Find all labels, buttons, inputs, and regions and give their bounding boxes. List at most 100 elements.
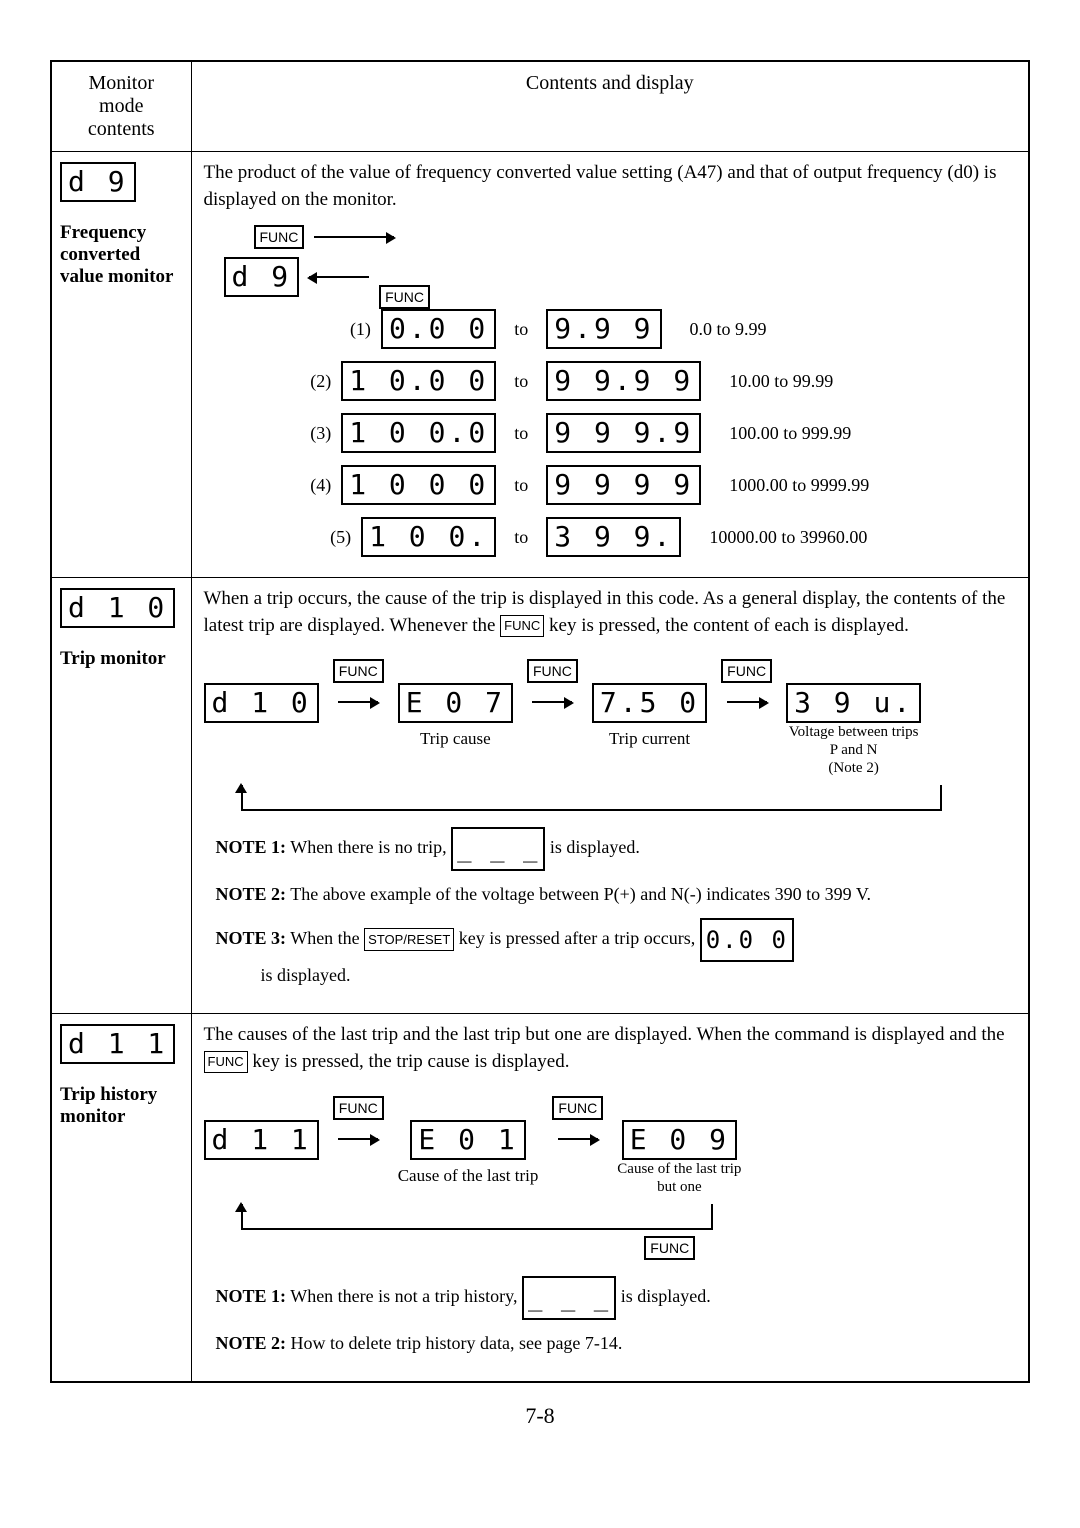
flow-caption: Cause of the last trip [398,1166,539,1186]
range-to-display: 9.9 9 [546,309,661,349]
flow-cell: 3 9 u.Voltage between tripsP and N(Note … [786,659,921,777]
freq-intro: The product of the value of frequency co… [204,160,1017,213]
header-left: Monitor mode contents [51,61,191,152]
range-from-display: 1 0 0. [361,517,496,557]
flow-display: E 0 9 [622,1120,737,1160]
to-label: to [514,319,528,340]
note1-a: When there is no trip, [290,838,446,858]
flow-display: d 1 0 [204,683,319,723]
range-text: 10000.00 to 39960.00 [709,527,889,548]
flow-cell: d 1 0 [204,659,319,743]
func-key: FUNC [254,225,305,249]
freq-range-row: (3)1 0 0.0to9 9 9.9100.00 to 999.99 [234,413,987,453]
stopreset-key: STOP/RESET [364,928,454,952]
hnote2-label: NOTE 2: [216,1333,287,1353]
note3-a: When the [290,929,359,949]
range-from-display: 1 0 0.0 [341,413,496,453]
func-key: FUNC [527,659,578,683]
to-label: to [514,475,528,496]
freq-range-row: (2) 1 0.0 0 to 9 9.9 9 10.00 to 99.99 [234,361,987,401]
range-text: 1000.00 to 9999.99 [729,475,909,496]
flow-caption: Cause of the last tripbut one [617,1160,741,1196]
note1-b: is displayed. [550,838,640,858]
freq-left-display: d 9 [224,257,300,297]
to-label: to [514,527,528,548]
note1-label: NOTE 1: [216,838,287,858]
range-to-display: 9 9.9 9 [546,361,701,401]
flow-cell: E 0 1Cause of the last trip [398,1096,539,1186]
row-frequency: d 9 Frequency converted value monitor Th… [51,152,1029,578]
history-flow-diagram: d 1 1 FUNC E 0 1Cause of the last trip FUNC… [204,1096,1017,1196]
history-notes: NOTE 1: When there is not a trip history… [216,1276,1005,1357]
range-text: 10.00 to 99.99 [729,371,909,392]
freq-range-row: (5) 1 0 0. to 3 9 9. 10000.00 to 39960.00 [234,517,987,557]
range-from-display: 1 0.0 0 [341,361,496,401]
flow-caption: Voltage between tripsP and N(Note 2) [789,723,919,777]
func-key: FUNC [333,659,384,683]
freq-range-row: (1)0.0 0to9.9 90.0 to 9.99 [234,309,987,349]
history-code-display: d 1 1 [60,1024,175,1064]
trip-flow-diagram: d 1 0 FUNC E 0 7 Trip cause FUNC 7.5 0 Trip cu… [204,659,1017,777]
flow-display: 3 9 u. [786,683,921,723]
range-text: 0.0 to 9.99 [690,319,870,340]
trip-left-cell: d 1 0 Trip monitor [51,578,191,1014]
row-index: (3) [310,423,331,444]
history-title: Trip history monitor [60,1084,183,1128]
row-index: (4) [310,475,331,496]
row-index: (2) [310,371,331,392]
freq-content-cell: The product of the value of frequency co… [191,152,1029,578]
row-history: d 1 1 Trip history monitor The causes of… [51,1014,1029,1382]
flow-display: E 0 7 [398,683,513,723]
trip-code-display: d 1 0 [60,588,175,628]
hnote1-display: _ _ _ [522,1276,616,1320]
func-key-loop: FUNC [644,1236,695,1260]
freq-range-row: (4) 1 0 0 0 to 9 9 9 9 1000.00 to 9999.99 [234,465,987,505]
flow-display: d 1 1 [204,1120,319,1160]
note3-label: NOTE 3: [216,929,287,949]
inline-func-1: FUNC [500,615,544,637]
hnote1-b: is displayed. [621,1286,711,1306]
history-left-cell: d 1 1 Trip history monitor [51,1014,191,1382]
func-key: FUNC [333,1096,384,1120]
history-content-cell: The causes of the last trip and the last… [191,1014,1029,1382]
history-intro-a: The causes of the last trip and the last… [204,1024,1005,1045]
to-label: to [514,423,528,444]
flow-caption: Trip cause [420,729,491,749]
flow-display: 7.5 0 [592,683,707,723]
freq-diagram: FUNC d 9 FUNC (1)0.0 0to9.9 90.0 to 9.99… [234,225,987,557]
history-intro-b: key is pressed, the trip cause is displa… [252,1051,569,1072]
note2-label: NOTE 2: [216,884,287,904]
trip-notes: NOTE 1: When there is no trip, _ _ _ is … [216,827,1005,989]
trip-intro-b: key is pressed, the content of each is d… [549,615,909,636]
trip-intro: When a trip occurs, the cause of the tri… [204,586,1017,639]
range-from-display: 0.0 0 [381,309,496,349]
flow-caption: Trip current [609,729,690,749]
header-right: Contents and display [191,61,1029,152]
range-to-display: 3 9 9. [546,517,681,557]
flow-cell: d 1 1 [204,1096,319,1180]
trip-content-cell: When a trip occurs, the cause of the tri… [191,578,1029,1014]
note2-a: The above example of the voltage between… [290,884,871,904]
flow-cell: E 0 9Cause of the last tripbut one [617,1096,741,1196]
trip-title: Trip monitor [60,648,183,670]
func-key: FUNC [552,1096,603,1120]
freq-code-display: d 9 [60,162,136,202]
page-number: 7-8 [50,1403,1030,1429]
hnote2-a: How to delete trip history data, see pag… [291,1333,623,1353]
note3-b: key is pressed after a trip occurs, [459,929,695,949]
row-trip: d 1 0 Trip monitor When a trip occurs, t… [51,578,1029,1014]
to-label: to [514,371,528,392]
row-index: (5) [330,527,351,548]
flow-cell: E 0 7 Trip cause [398,659,513,749]
freq-left-cell: d 9 Frequency converted value monitor [51,152,191,578]
freq-title: Frequency converted value monitor [60,222,183,288]
range-to-display: 9 9 9 9 [546,465,701,505]
func-key-2: FUNC [379,285,430,309]
note1-display: _ _ _ [451,827,545,871]
range-from-display: 1 0 0 0 [341,465,496,505]
note3-display: 0.0 0 [700,918,794,962]
inline-func-2: FUNC [204,1051,248,1073]
monitor-table: Monitor mode contents Contents and displ… [50,60,1030,1383]
history-intro: The causes of the last trip and the last… [204,1022,1017,1075]
table-header-row: Monitor mode contents Contents and displ… [51,61,1029,152]
